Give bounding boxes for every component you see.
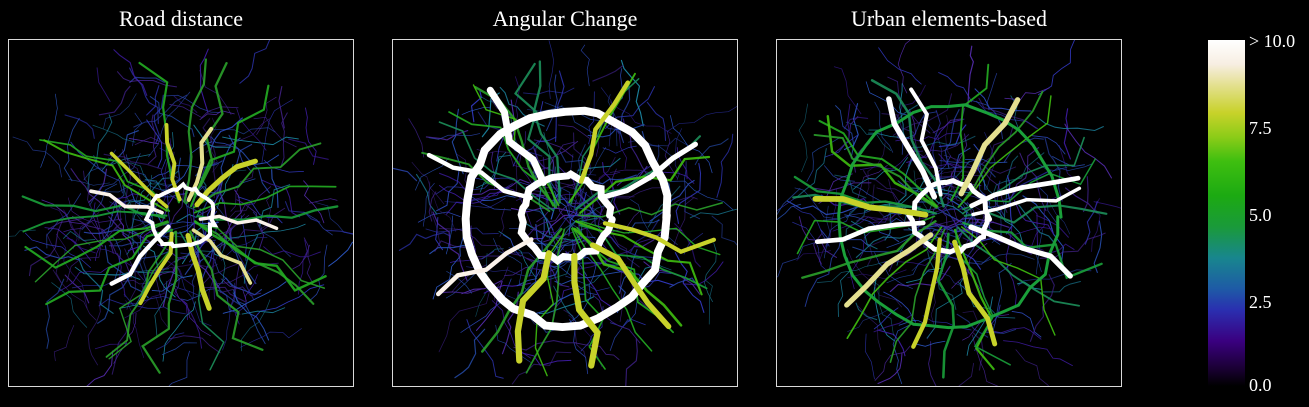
major-roads [426, 80, 717, 369]
map-panel-road-distance [8, 39, 354, 387]
colorbar-tick-label: 0.0 [1249, 375, 1272, 395]
major-roads [89, 122, 279, 311]
ring-road [461, 106, 672, 332]
ring-road [143, 181, 219, 249]
panel-title-urban-elements: Urban elements-based [850, 6, 1048, 31]
minor-roads [393, 40, 737, 386]
major-roads [812, 87, 1082, 349]
ring-road [906, 178, 993, 256]
ring-road [517, 170, 616, 266]
road-network-map [777, 40, 1121, 386]
colorbar-tick-label: 7.5 [1249, 118, 1272, 138]
colorbar-tick-label: 2.5 [1249, 292, 1272, 312]
map-panel-angular-change [392, 39, 738, 387]
minor-roads [777, 40, 1121, 386]
road-network-map [393, 40, 737, 386]
map-panel-urban-elements [776, 39, 1122, 387]
road-network-map [9, 40, 353, 386]
colorbar [1208, 40, 1245, 386]
ring-road [837, 103, 1063, 330]
minor-roads [9, 40, 353, 386]
colorbar-tick-label: > 10.0 [1249, 31, 1296, 51]
colorbar-tick-label: 5.0 [1249, 205, 1272, 225]
panel-title-angular-change: Angular Change [492, 6, 638, 31]
panel-title-road-distance: Road distance [118, 6, 244, 31]
